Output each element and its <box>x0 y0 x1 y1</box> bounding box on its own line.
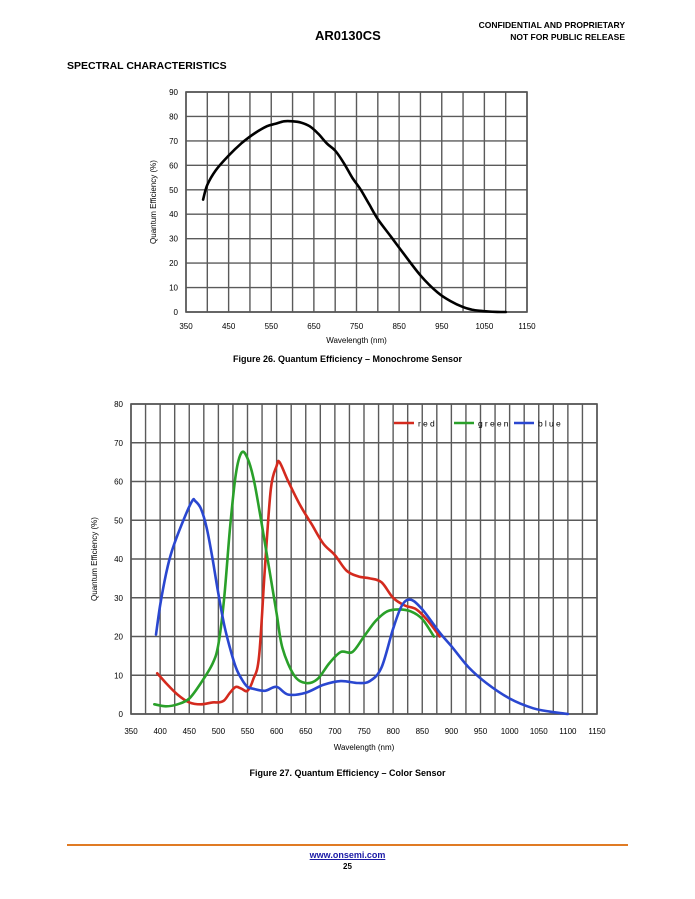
y-tick-label: 40 <box>169 210 178 219</box>
x-tick-label: 1100 <box>559 727 577 736</box>
x-tick-label: 550 <box>241 727 255 736</box>
x-tick-label: 650 <box>299 727 313 736</box>
y-tick-label: 10 <box>114 671 123 680</box>
x-tick-label: 1000 <box>501 727 519 736</box>
x-tick-label: 1050 <box>530 727 548 736</box>
x-tick-label: 400 <box>153 727 167 736</box>
series-line-mono <box>201 119 507 314</box>
x-tick-label: 850 <box>416 727 430 736</box>
y-tick-label: 90 <box>169 88 178 97</box>
x-tick-label: 600 <box>270 727 284 736</box>
page-number: 25 <box>343 862 352 871</box>
y-tick-label: 50 <box>114 516 123 525</box>
x-tick-label: 500 <box>212 727 226 736</box>
y-tick-label: 30 <box>114 594 123 603</box>
figure-26-caption: Figure 26. Quantum Efficiency – Monochro… <box>232 354 463 364</box>
x-tick-label: 550 <box>265 322 279 331</box>
x-tick-label: 900 <box>445 727 459 736</box>
y-tick-label: 40 <box>114 555 123 564</box>
x-tick-label: 750 <box>357 727 371 736</box>
x-tick-label: 950 <box>474 727 488 736</box>
y-tick-label: 70 <box>169 137 178 146</box>
confidential-line-1: CONFIDENTIAL AND PROPRIETARY <box>478 20 625 30</box>
footer-rule <box>67 844 628 846</box>
x-tick-label: 1050 <box>475 322 493 331</box>
x-tick-label: 350 <box>124 727 138 736</box>
x-tick-label: 950 <box>435 322 449 331</box>
y-axis-label: Quantum Efficiency (%) <box>90 517 99 601</box>
x-tick-label: 800 <box>386 727 400 736</box>
series-line-red <box>155 459 441 706</box>
y-tick-label: 60 <box>169 161 178 170</box>
y-tick-label: 80 <box>169 112 178 121</box>
y-tick-label: 50 <box>169 186 178 195</box>
x-tick-label: 850 <box>392 322 406 331</box>
y-tick-label: 70 <box>114 439 123 448</box>
x-tick-label: 450 <box>222 322 236 331</box>
x-tick-label: 700 <box>328 727 342 736</box>
x-tick-label: 750 <box>350 322 364 331</box>
y-tick-label: 30 <box>169 235 178 244</box>
y-axis-label: Quantum Efficiency (%) <box>149 160 158 244</box>
section-title: SPECTRAL CHARACTERISTICS <box>67 60 227 72</box>
figure-27-caption: Figure 27. Quantum Efficiency – Color Se… <box>249 768 446 778</box>
plot-frame <box>130 403 598 715</box>
y-tick-label: 80 <box>114 400 123 409</box>
legend-label-green: green <box>478 419 511 429</box>
y-tick-label: 0 <box>174 308 179 317</box>
x-tick-label: 1150 <box>518 322 536 331</box>
x-tick-label: 350 <box>179 322 193 331</box>
series-line-green <box>153 450 436 708</box>
confidential-line-2: NOT FOR PUBLIC RELEASE <box>510 32 625 42</box>
x-tick-label: 450 <box>183 727 197 736</box>
plot-frame <box>185 91 528 313</box>
x-tick-label: 650 <box>307 322 321 331</box>
confidential-notice: CONFIDENTIAL AND PROPRIETARY NOT FOR PUB… <box>479 19 625 43</box>
document-title: AR0130CS <box>315 28 381 43</box>
y-tick-label: 60 <box>114 478 123 487</box>
y-tick-label: 10 <box>169 284 178 293</box>
x-tick-label: 1150 <box>588 727 606 736</box>
x-axis-label: Wavelength (nm) <box>326 336 387 345</box>
y-tick-label: 20 <box>114 633 123 642</box>
y-tick-label: 20 <box>169 259 178 268</box>
legend-label-red: red <box>418 419 437 429</box>
series-line-blue <box>154 497 570 716</box>
legend-label-blue: blue <box>538 419 563 429</box>
y-tick-label: 0 <box>119 710 124 719</box>
footer-url-link[interactable]: www.onsemi.com <box>309 850 386 860</box>
x-axis-label: Wavelength (nm) <box>334 743 395 752</box>
